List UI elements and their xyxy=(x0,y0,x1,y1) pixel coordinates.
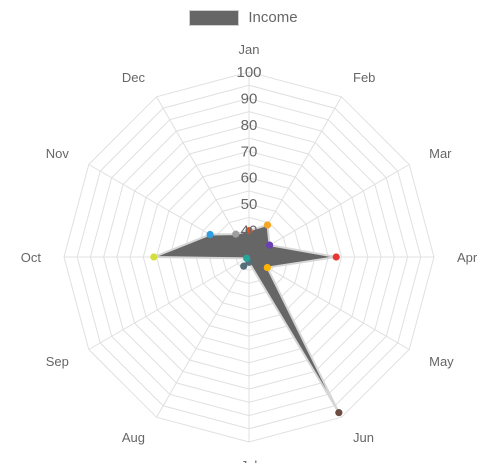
data-point-may[interactable] xyxy=(264,264,271,271)
category-label-may: May xyxy=(429,354,454,369)
data-point-aug[interactable] xyxy=(240,263,247,270)
category-label-dec: Dec xyxy=(122,70,146,85)
category-label-mar: Mar xyxy=(429,146,452,161)
category-label-jun: Jun xyxy=(353,430,374,445)
category-label-nov: Nov xyxy=(46,146,70,161)
radial-tick-70: 70 xyxy=(241,143,258,160)
data-point-dec[interactable] xyxy=(232,231,239,238)
category-label-oct: Oct xyxy=(21,250,42,265)
category-label-apr: Apr xyxy=(457,250,478,265)
radial-tick-50: 50 xyxy=(241,196,258,213)
category-label-feb: Feb xyxy=(353,70,375,85)
data-point-apr[interactable] xyxy=(333,253,340,260)
radial-tick-100: 100 xyxy=(236,64,261,81)
data-point-feb[interactable] xyxy=(264,221,271,228)
radial-tick-40: 40 xyxy=(241,223,258,240)
data-point-sep[interactable] xyxy=(243,255,250,262)
data-point-oct[interactable] xyxy=(150,253,157,260)
radial-tick-80: 80 xyxy=(241,117,258,134)
data-point-mar[interactable] xyxy=(266,242,273,249)
radial-tick-60: 60 xyxy=(241,170,258,187)
data-point-nov[interactable] xyxy=(206,231,213,238)
category-label-jul: Jul xyxy=(241,458,258,463)
category-label-aug: Aug xyxy=(122,430,145,445)
data-point-jun[interactable] xyxy=(335,409,342,416)
category-label-jan: Jan xyxy=(239,42,260,57)
category-label-sep: Sep xyxy=(46,354,69,369)
radial-tick-90: 90 xyxy=(241,90,258,107)
